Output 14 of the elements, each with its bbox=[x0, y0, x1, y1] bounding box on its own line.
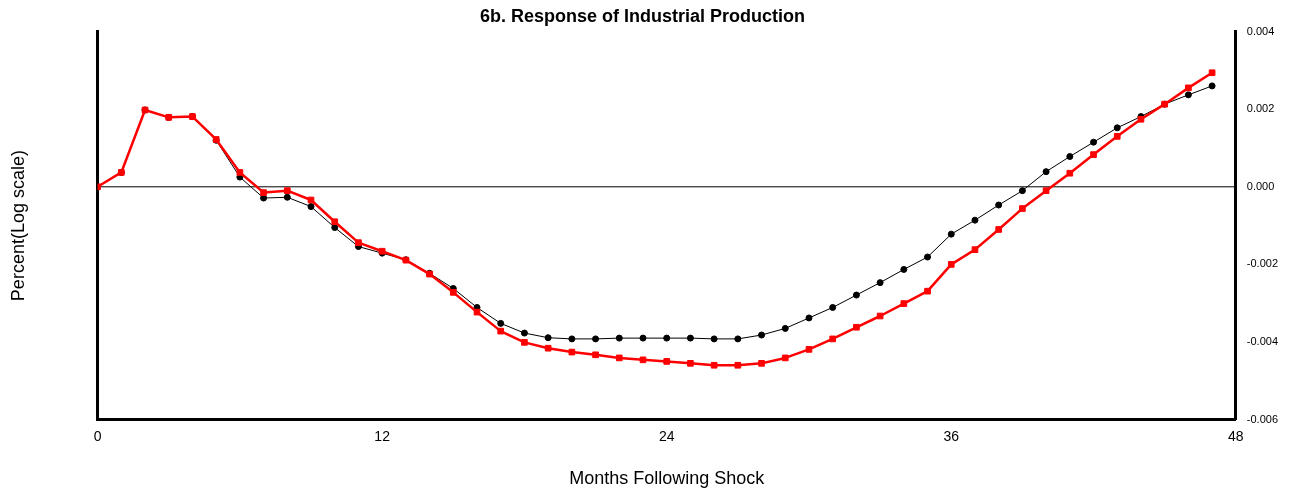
x-tick-label: 12 bbox=[374, 427, 391, 444]
y-tick-label: 0.000 bbox=[1246, 179, 1275, 192]
x-tick-label: 0 bbox=[93, 427, 102, 444]
x-tick-label: 36 bbox=[943, 427, 960, 444]
y-tick-label: -0.004 bbox=[1246, 335, 1279, 348]
y-tick-label: 0.004 bbox=[1246, 24, 1275, 37]
y-tick-label: -0.006 bbox=[1246, 412, 1279, 425]
x-tick-label: 48 bbox=[1228, 427, 1244, 444]
y-tick-label: 0.002 bbox=[1246, 102, 1275, 115]
x-axis-title: Months Following Shock bbox=[569, 468, 766, 489]
x-tick-label: 24 bbox=[658, 427, 675, 444]
chart-title: 6b. Response of Industrial Production bbox=[479, 5, 806, 26]
y-axis-title: Percent(Log scale) bbox=[7, 150, 28, 302]
y-tick-label: -0.002 bbox=[1246, 257, 1279, 270]
